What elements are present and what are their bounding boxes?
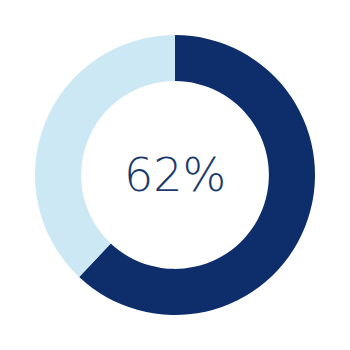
- donut: [35, 35, 315, 315]
- center-label: 62%: [124, 148, 226, 202]
- chart: 62%: [0, 0, 350, 350]
